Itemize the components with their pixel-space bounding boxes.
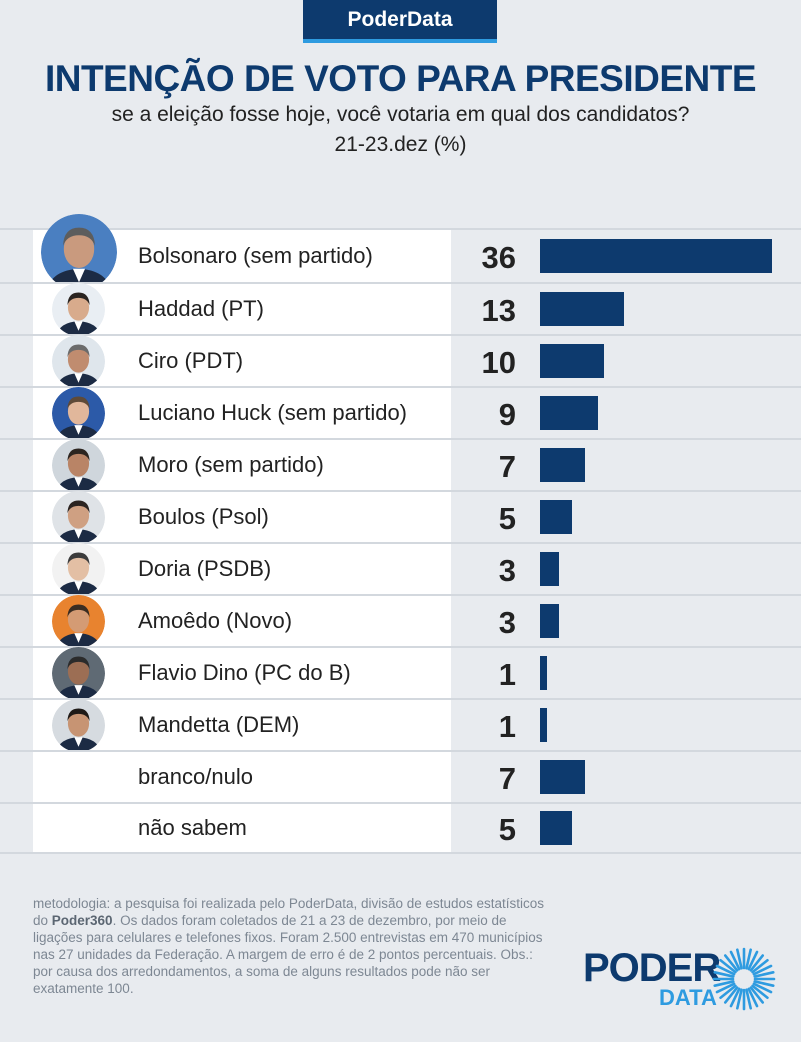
category-label: branco/nulo bbox=[138, 764, 253, 789]
sunburst-ray bbox=[749, 954, 765, 972]
category-label: Doria (PSDB) bbox=[138, 556, 272, 581]
chart-date: 21-23.dez (%) bbox=[334, 133, 467, 156]
data-label: 5 bbox=[498, 500, 516, 536]
category-label: Mandetta (DEM) bbox=[138, 712, 300, 737]
data-label: 36 bbox=[481, 239, 516, 275]
sunburst-ray bbox=[751, 984, 769, 1000]
chart-title: INTENÇÃO DE VOTO PARA PRESIDENTE bbox=[44, 58, 757, 99]
candidate-photo bbox=[52, 543, 105, 596]
sunburst-ray bbox=[729, 950, 741, 971]
sunburst-ray bbox=[753, 980, 775, 987]
category-label: Amoêdo (Novo) bbox=[138, 608, 293, 633]
brand-tab: PoderData bbox=[303, 0, 497, 43]
table-row: branco/nulo 7 bbox=[0, 750, 801, 802]
table-row: não sabem 5 bbox=[0, 802, 801, 854]
bar bbox=[540, 811, 572, 845]
bar bbox=[540, 239, 772, 273]
sunburst-ray bbox=[729, 987, 741, 1008]
bar bbox=[540, 604, 559, 638]
candidate-photo bbox=[52, 439, 105, 492]
sunburst-ray bbox=[747, 987, 759, 1008]
category-label: Flavio Dino (PC do B) bbox=[138, 660, 351, 685]
data-label: 3 bbox=[498, 604, 516, 640]
logo-sunburst-icon bbox=[712, 947, 776, 1011]
candidate-photo bbox=[52, 491, 105, 544]
table-row: Mandetta (DEM) 1 bbox=[0, 698, 801, 752]
data-label: 1 bbox=[498, 708, 516, 744]
category-label: Ciro (PDT) bbox=[138, 348, 244, 373]
category-label: Boulos (Psol) bbox=[138, 504, 269, 529]
sunburst-ray bbox=[715, 982, 736, 994]
data-label: 10 bbox=[481, 344, 516, 380]
candidate-photo bbox=[52, 387, 105, 440]
candidate-photo bbox=[52, 699, 105, 752]
logo-data-text: DATA bbox=[659, 985, 717, 1010]
sunburst-ray bbox=[751, 958, 769, 974]
sunburst-ray bbox=[745, 948, 752, 970]
label-cell bbox=[33, 752, 451, 802]
sunburst-ray bbox=[752, 982, 773, 994]
data-label: 3 bbox=[498, 552, 516, 588]
sunburst-ray bbox=[713, 971, 735, 978]
candidate-photo bbox=[52, 647, 105, 700]
chart-subtitle: se a eleição fosse hoje, você votaria em… bbox=[111, 103, 690, 126]
data-label: 7 bbox=[498, 448, 516, 484]
bar bbox=[540, 292, 624, 326]
sunburst-ray bbox=[723, 954, 739, 972]
table-row: Flavio Dino (PC do B) 1 bbox=[0, 646, 801, 700]
sunburst-ray bbox=[752, 964, 773, 976]
table-row: Ciro (PDT) 10 bbox=[0, 334, 801, 388]
sunburst-ray bbox=[749, 986, 765, 1004]
sunburst-ray bbox=[719, 984, 737, 1000]
sunburst-ray bbox=[745, 988, 752, 1010]
data-label: 1 bbox=[498, 656, 516, 692]
table-row: Luciano Huck (sem partido) 9 bbox=[0, 386, 801, 440]
bar bbox=[540, 396, 598, 430]
poder360-name: Poder360 bbox=[51, 913, 113, 928]
bar bbox=[540, 656, 547, 690]
bar bbox=[540, 760, 585, 794]
bar bbox=[540, 500, 572, 534]
table-row: Bolsonaro (sem partido) 36 bbox=[0, 214, 801, 290]
methodology-note: metodologia: a pesquisa foi realizada pe… bbox=[33, 896, 545, 996]
sunburst-ray bbox=[719, 958, 737, 974]
sunburst-ray bbox=[723, 986, 739, 1004]
data-label: 7 bbox=[498, 760, 516, 796]
table-row: Moro (sem partido) 7 bbox=[0, 438, 801, 492]
bar-chart: Bolsonaro (sem partido) 36 Haddad (PT) 13 Ci… bbox=[0, 214, 801, 854]
candidate-photo bbox=[52, 335, 105, 388]
category-label: não sabem bbox=[138, 815, 247, 840]
sunburst-ray bbox=[747, 950, 759, 971]
table-row: Haddad (PT) 13 bbox=[0, 282, 801, 336]
bar bbox=[540, 552, 559, 586]
logo-poder-text: PODER bbox=[583, 946, 721, 990]
category-label: Moro (sem partido) bbox=[138, 452, 324, 477]
bar bbox=[540, 448, 585, 482]
candidate-photo bbox=[41, 214, 117, 290]
poderdata-logo: PODER DATA bbox=[583, 946, 783, 1012]
table-row: Amoêdo (Novo) 3 bbox=[0, 594, 801, 648]
data-label: 13 bbox=[481, 292, 516, 328]
data-label: 9 bbox=[498, 396, 516, 432]
table-row: Doria (PSDB) 3 bbox=[0, 542, 801, 596]
data-label: 5 bbox=[498, 811, 516, 847]
category-label: Bolsonaro (sem partido) bbox=[138, 243, 373, 268]
candidate-photo bbox=[52, 283, 105, 336]
sunburst-ray bbox=[713, 980, 735, 987]
bar bbox=[540, 344, 604, 378]
sunburst-ray bbox=[736, 988, 743, 1010]
category-label: Luciano Huck (sem partido) bbox=[138, 400, 408, 425]
sunburst-ray bbox=[715, 964, 736, 976]
sunburst-ray bbox=[753, 971, 775, 978]
candidate-photo bbox=[52, 595, 105, 648]
table-row: Boulos (Psol) 5 bbox=[0, 490, 801, 544]
category-label: Haddad (PT) bbox=[138, 296, 264, 321]
label-cell bbox=[33, 804, 451, 852]
bar bbox=[540, 708, 547, 742]
sunburst-ray bbox=[736, 948, 743, 970]
